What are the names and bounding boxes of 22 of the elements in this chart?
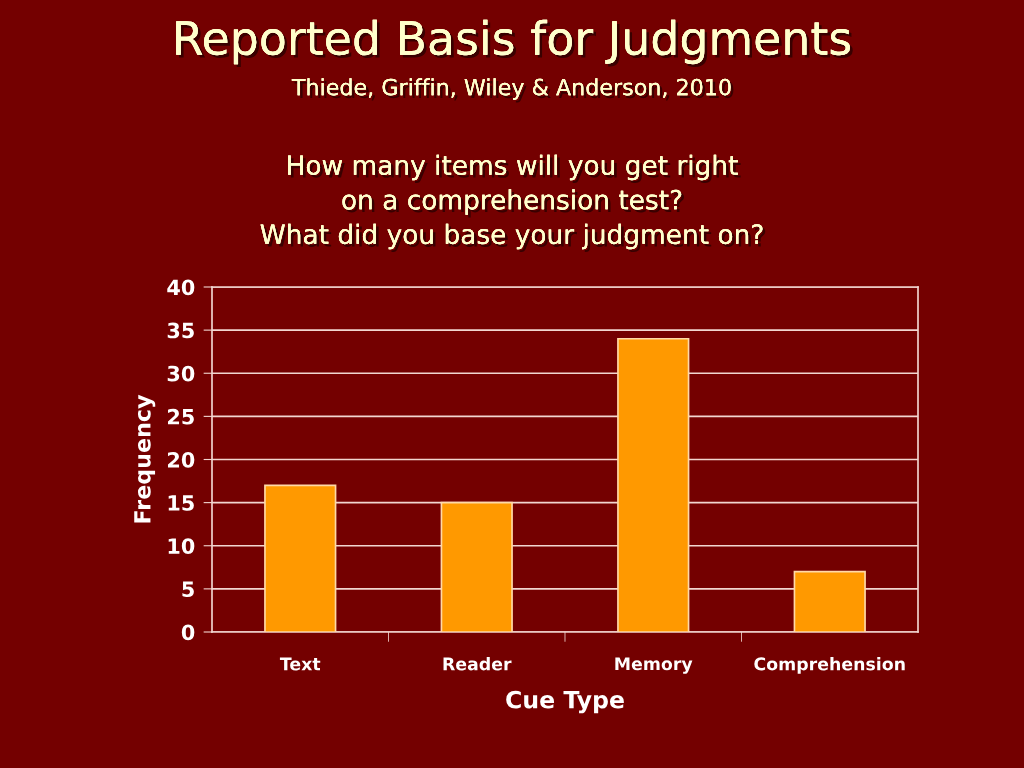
chart-subtitle: Thiede, Griffin, Wiley & Anderson, 2010 (291, 78, 734, 103)
y-tick-label: 5 (182, 581, 194, 598)
y-tick-label: 20 (167, 451, 195, 468)
y-tick-label: 25 (167, 408, 194, 425)
bar (617, 337, 690, 632)
y-tick-label: 10 (168, 538, 195, 554)
x-axis-title: Cue Type (506, 690, 624, 714)
x-tick-label: Comprehension (754, 657, 905, 674)
y-tick-label: 40 (167, 279, 195, 296)
chart-title: Reported Basis for Judgments (176, 19, 853, 67)
bar (793, 570, 866, 632)
y-tick-label: 0 (181, 624, 195, 641)
y-axis-title: Frequency (134, 394, 156, 523)
y-tick-label: 15 (168, 495, 194, 511)
bar (440, 501, 513, 632)
text: How many items will you get right on a comprehension test? What did you base your judgment on? (260, 154, 766, 253)
x-tick-label: Memory (615, 657, 693, 674)
x-tick-label: Text (279, 657, 321, 671)
bar (264, 484, 337, 632)
y-tick-label: 30 (167, 365, 195, 382)
y-tick-label: 35 (167, 322, 194, 339)
x-tick-label: Reader (443, 657, 512, 671)
